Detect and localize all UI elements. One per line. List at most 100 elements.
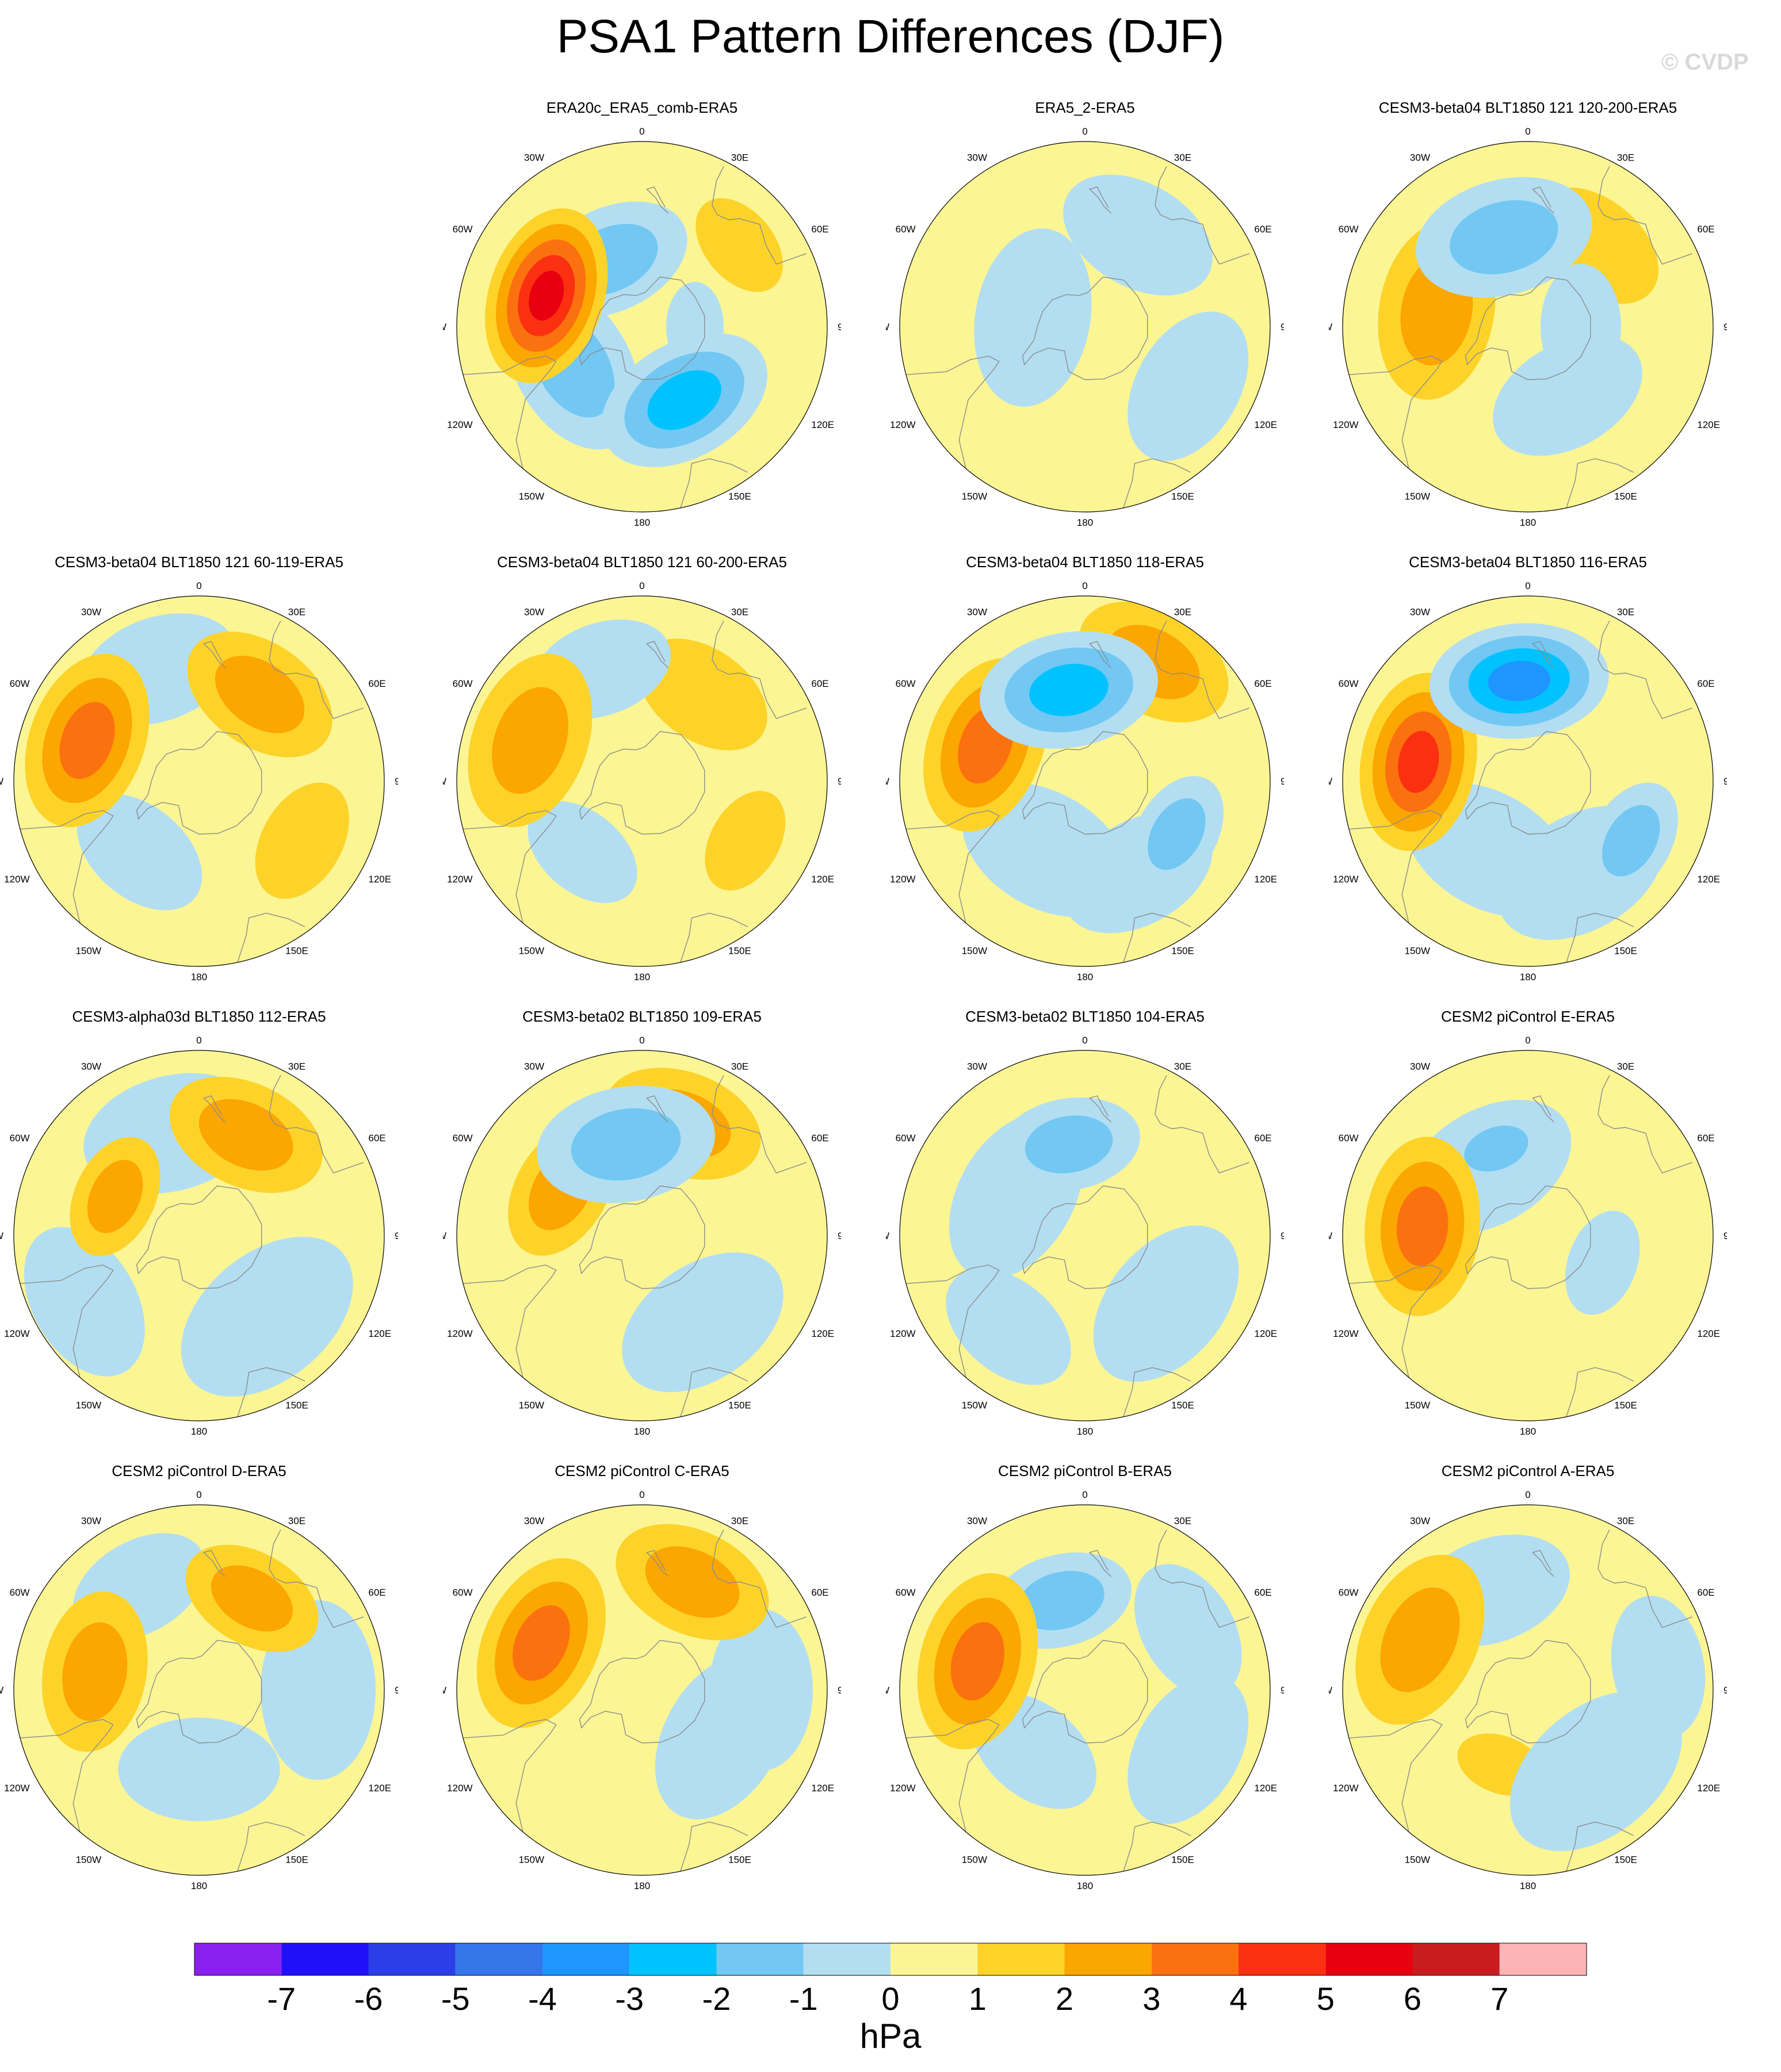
australia-coastline — [712, 1075, 807, 1173]
colorbar-swatch — [629, 1943, 717, 1975]
australia-coastline — [1597, 1529, 1693, 1628]
lon-label: 180 — [634, 1880, 650, 1891]
lon-label: 30W — [81, 1061, 101, 1072]
south-america-coastline — [1348, 810, 1443, 923]
map-panel: CESM3-beta04 BLT1850 121 120-200-ERA5 0 30… — [1329, 98, 1727, 541]
anomaly-feature — [181, 1237, 353, 1397]
australia-coastline — [1597, 1075, 1693, 1173]
lon-label: 60E — [1697, 678, 1714, 689]
lon-label: 180 — [191, 1880, 207, 1891]
lon-label: 120E — [1697, 1783, 1720, 1794]
australia-coastline — [1155, 1075, 1250, 1173]
lon-label: 150E — [728, 491, 751, 502]
australia-coastline — [1155, 1529, 1250, 1628]
map-border — [899, 595, 1271, 967]
lon-label: 150E — [285, 1854, 308, 1865]
lon-label: 150E — [1171, 1400, 1194, 1410]
africa-coastline — [1566, 912, 1634, 963]
anomaly-feature — [41, 1591, 148, 1752]
colorbar-tick-label: 4 — [1229, 1981, 1247, 2013]
colorbar-swatch — [977, 1943, 1065, 1975]
lon-label: 0 — [639, 1035, 644, 1046]
anomaly-feature — [1093, 1225, 1239, 1382]
map-panel: CESM2 piControl E-ERA5 0 30E 60E 90E 120E 150E… — [1329, 1007, 1727, 1450]
lon-label: 120W — [447, 1783, 472, 1794]
lon-label: 30W — [524, 1061, 544, 1072]
australia-coastline — [712, 620, 807, 719]
australia-coastline — [712, 166, 807, 265]
polar-map: 0 30E 60E 90E 120E 150E 180 150W 120W 90W 60W 30W — [1329, 1489, 1727, 1891]
lon-label: 150W — [76, 1400, 101, 1410]
lon-label: 30E — [288, 1516, 305, 1527]
lon-label: 180 — [634, 1426, 650, 1437]
africa-coastline — [237, 912, 305, 963]
antarctica-coastline — [579, 276, 705, 380]
anomaly-feature — [70, 1137, 160, 1256]
antarctica-coastline — [1022, 731, 1148, 835]
polar-map: 0 30E 60E 90E 120E 150E 180 150W 120W 90W 60W 30W — [886, 1035, 1284, 1437]
anomaly-feature — [1541, 263, 1621, 390]
anomaly-feature — [476, 1558, 606, 1729]
lon-label: 90E — [838, 1685, 841, 1696]
lon-label: 60E — [368, 1133, 385, 1144]
lon-label: 150W — [1405, 1400, 1430, 1410]
anomaly-feature — [1129, 776, 1224, 892]
anomaly-feature — [1444, 1111, 1549, 1186]
lon-label: 150W — [519, 1854, 544, 1865]
lon-label: 120E — [1254, 1783, 1277, 1794]
south-america-coastline — [20, 1719, 114, 1832]
colorbar-tick-label: 3 — [1142, 1981, 1160, 2013]
south-america-coastline — [463, 1264, 557, 1378]
lon-label: 0 — [1525, 126, 1530, 137]
new-zealand-coastline — [645, 1550, 668, 1577]
colorbar: -7 -6 -5 -4 -3 -2 -1 0 1 2 3 4 5 6 7 — [194, 1943, 1587, 2013]
lon-label: 60E — [1254, 1133, 1271, 1144]
antarctica-coastline — [1465, 1185, 1591, 1289]
lon-label: 0 — [1082, 1489, 1087, 1500]
colorbar-swatch — [1412, 1943, 1500, 1975]
lon-label: 30W — [967, 1516, 987, 1527]
lon-label: 30E — [731, 152, 748, 163]
lon-label: 0 — [639, 126, 644, 137]
anomaly-feature — [118, 1718, 280, 1821]
lon-label: 60W — [10, 678, 30, 689]
map-border — [899, 1504, 1271, 1876]
colorbar-swatch — [716, 1943, 804, 1975]
australia-coastline — [1597, 166, 1693, 265]
lon-label: 0 — [639, 580, 644, 591]
lon-label: 60E — [811, 224, 828, 235]
lon-label: 150W — [76, 1854, 101, 1865]
polar-map: 0 30E 60E 90E 120E 150E 180 150W 120W 90W 60W 30W — [0, 1035, 398, 1437]
anomaly-feature — [709, 1609, 813, 1771]
colorbar-tick-label: -2 — [702, 1981, 731, 2013]
lon-label: 60W — [1339, 224, 1359, 235]
lon-label: 0 — [196, 580, 201, 591]
map-panel: CESM3-beta04 BLT1850 116-ERA5 0 30E 60E 90E 1… — [1329, 552, 1727, 995]
colorbar-outline — [194, 1943, 1587, 1976]
anomaly-feature — [917, 1573, 1038, 1750]
lon-label: 30E — [731, 607, 748, 618]
africa-coastline — [1123, 458, 1191, 509]
south-america-coastline — [1348, 1264, 1443, 1378]
colorbar-swatch — [542, 1943, 630, 1975]
map-border — [1342, 141, 1714, 513]
map-border — [456, 141, 828, 513]
anomaly-feature — [1584, 782, 1678, 899]
lon-label: 120E — [1697, 874, 1720, 885]
lon-label: 150E — [285, 945, 308, 956]
new-zealand-coastline — [1531, 641, 1554, 668]
lon-label: 180 — [1077, 972, 1093, 983]
lon-label: 30E — [731, 1061, 748, 1072]
lon-label: 150W — [519, 1400, 544, 1410]
panel-title: CESM2 piControl E-ERA5 — [1441, 1008, 1615, 1025]
anomaly-feature — [1611, 1596, 1706, 1738]
lon-label: 90E — [1723, 1230, 1727, 1241]
panel-title: CESM3-beta04 BLT1850 118-ERA5 — [966, 553, 1204, 571]
new-zealand-coastline — [1088, 186, 1111, 214]
new-zealand-coastline — [645, 1095, 668, 1123]
lon-label: 90E — [395, 1230, 398, 1241]
panel-title: CESM3-alpha03d BLT1850 112-ERA5 — [72, 1008, 326, 1025]
colorbar-swatch — [1325, 1943, 1413, 1975]
lon-label: 150E — [1614, 1854, 1637, 1865]
anomaly-feature — [187, 632, 332, 758]
